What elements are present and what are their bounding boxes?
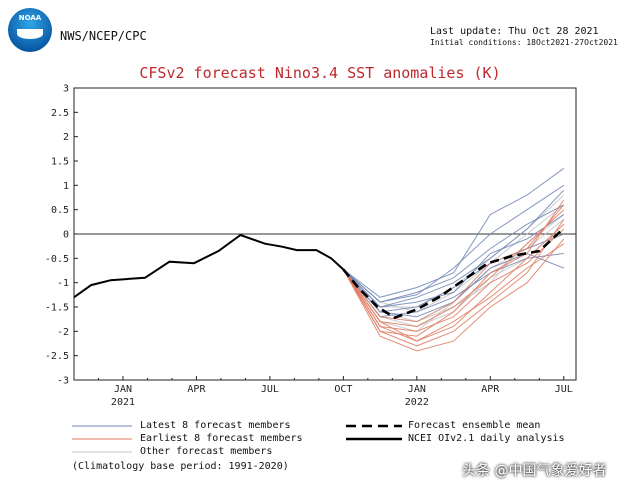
noaa-logo: NOAA (8, 8, 52, 52)
legend-lines-group (72, 424, 402, 453)
main-lines-group (73, 227, 565, 320)
observed-analysis-line (73, 233, 345, 299)
y-tick-label: 1 (63, 181, 69, 192)
last-update-text: Last update: Thu Oct 28 2021 (430, 26, 599, 37)
legend-observed-label: NCEI OIv2.1 daily analysis (408, 433, 565, 444)
y-tick-label: 0.5 (51, 205, 69, 216)
y-tick-label: 3 (63, 84, 69, 95)
y-tick-label: 0 (63, 230, 69, 241)
x-tick-label: JUL (261, 384, 279, 395)
y-tick-label: -1.5 (45, 303, 69, 314)
climatology-note: (Climatology base period: 1991-2020) (72, 461, 289, 472)
forecast-members-group (342, 167, 565, 352)
agency-label: NWS/NCEP/CPC (60, 29, 147, 43)
year-label: 2021 (111, 397, 135, 408)
forecast-member-line-earliest (343, 204, 565, 323)
forecast-member-line-other (343, 194, 565, 308)
y-tick-label: 2.5 (51, 108, 69, 119)
logo-wing-shape (17, 29, 43, 39)
forecast-member-line-latest (343, 184, 565, 303)
forecast-member-line-latest (343, 167, 565, 298)
legend-earliest-label: Earliest 8 forecast members (140, 433, 303, 444)
forecast-member-line-latest (343, 214, 565, 308)
y-tick-label: 1.5 (51, 157, 69, 168)
forecast-member-line-earliest (342, 238, 565, 352)
logo-text: NOAA (18, 14, 42, 22)
forecast-member-line-earliest (342, 199, 565, 337)
y-tick-label: -1 (57, 278, 69, 289)
initial-conditions-text: Initial conditions: 18Oct2021-27Oct2021 (430, 38, 618, 47)
forecast-member-line-earliest (342, 228, 565, 332)
axes-group: 3 2.5 2 1.5 1 0.5 0 -0.5 -1 -1.5 -2 -2.5 -3 JAN APR JUL… (45, 84, 576, 408)
x-tick-label: OCT (334, 384, 352, 395)
watermark-text: 头条 @中国气象爱好者 (462, 463, 607, 479)
legend-mean-label: Forecast ensemble mean (408, 420, 541, 431)
y-tick-label: -3 (57, 376, 69, 387)
legend-latest-label: Latest 8 forecast members (140, 420, 291, 431)
ensemble-mean-line (342, 227, 565, 320)
x-tick-label: APR (187, 384, 206, 395)
x-tick-label: APR (481, 384, 500, 395)
y-tick-label: -0.5 (45, 254, 69, 265)
year-label: 2022 (405, 397, 429, 408)
x-tick-label: JAN (408, 384, 426, 395)
y-tick-label: 2 (63, 132, 69, 143)
chart-title: CFSv2 forecast Nino3.4 SST anomalies (K) (139, 64, 501, 82)
legend-other-label: Other forecast members (140, 446, 273, 457)
x-tick-label: JAN (114, 384, 132, 395)
y-tick-label: -2 (57, 327, 69, 338)
x-tick-label: JUL (555, 384, 573, 395)
y-tick-label: -2.5 (45, 351, 69, 362)
forecast-member-line-other (343, 204, 565, 313)
forecast-member-line-earliest (342, 243, 565, 342)
